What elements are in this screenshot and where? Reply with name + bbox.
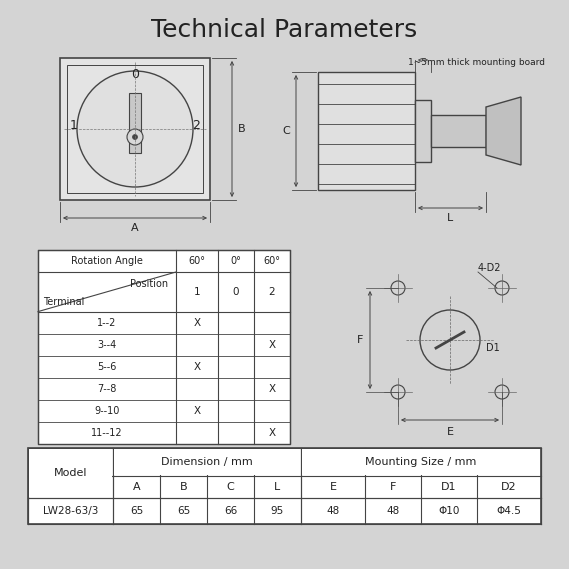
Text: 48: 48 [327, 506, 340, 516]
Text: 4-D2: 4-D2 [478, 263, 501, 273]
Text: X: X [269, 384, 275, 394]
Text: A: A [131, 223, 139, 233]
Text: E: E [329, 482, 336, 492]
Text: F: F [357, 335, 363, 345]
Text: X: X [269, 427, 275, 438]
Text: L: L [274, 482, 281, 492]
Polygon shape [486, 97, 521, 165]
Text: B: B [180, 482, 187, 492]
Text: 0: 0 [131, 68, 139, 80]
Text: F: F [390, 482, 396, 492]
Text: LW28-63/3: LW28-63/3 [43, 506, 98, 516]
Text: 60°: 60° [188, 256, 205, 266]
Bar [67, 65, 203, 193]
Bar [60, 58, 210, 200]
Text: X: X [193, 318, 200, 328]
Text: 0°: 0° [230, 256, 241, 266]
Text: 60°: 60° [263, 256, 281, 266]
Circle shape [77, 71, 193, 187]
Text: 5--6: 5--6 [97, 362, 117, 372]
Text: X: X [193, 406, 200, 415]
Bar [28, 448, 541, 524]
Text: X: X [193, 362, 200, 372]
Text: 1--2: 1--2 [97, 318, 117, 328]
Text: C: C [282, 126, 290, 136]
Text: D1: D1 [486, 343, 500, 353]
Text: 2: 2 [192, 118, 200, 131]
Text: 3--4: 3--4 [97, 340, 117, 349]
Bar [431, 115, 486, 147]
Text: Dimension / mm: Dimension / mm [161, 457, 253, 467]
Text: 65: 65 [130, 506, 143, 516]
Text: 1: 1 [193, 287, 200, 297]
Text: D1: D1 [441, 482, 457, 492]
Bar [38, 250, 290, 444]
Bar [415, 100, 431, 162]
Text: 65: 65 [177, 506, 190, 516]
Text: 1~5mm thick mounting board: 1~5mm thick mounting board [408, 57, 545, 67]
Text: 2: 2 [269, 287, 275, 297]
Text: A: A [133, 482, 141, 492]
Text: C: C [226, 482, 234, 492]
Circle shape [133, 134, 138, 139]
Text: X: X [269, 340, 275, 349]
Text: B: B [238, 124, 246, 134]
Text: 1: 1 [70, 118, 78, 131]
Text: Model: Model [53, 468, 87, 478]
Text: Φ4.5: Φ4.5 [497, 506, 521, 516]
Text: 95: 95 [271, 506, 284, 516]
Text: 11--12: 11--12 [91, 427, 123, 438]
Text: 66: 66 [224, 506, 237, 516]
Bar [318, 72, 415, 190]
Text: 0: 0 [233, 287, 239, 297]
Bar [114, 449, 300, 475]
Text: 7--8: 7--8 [97, 384, 117, 394]
Circle shape [127, 129, 143, 145]
Bar [129, 93, 141, 153]
Text: Rotation Angle: Rotation Angle [71, 256, 143, 266]
Bar [29, 449, 112, 497]
Text: 9--10: 9--10 [94, 406, 119, 415]
Bar [302, 449, 540, 475]
Text: E: E [447, 427, 453, 437]
Text: Position: Position [130, 279, 168, 289]
Text: D2: D2 [501, 482, 517, 492]
Text: Technical Parameters: Technical Parameters [151, 18, 417, 42]
Text: Φ10: Φ10 [438, 506, 460, 516]
Text: L: L [447, 213, 453, 223]
Text: Mounting Size / mm: Mounting Size / mm [365, 457, 477, 467]
Text: 48: 48 [386, 506, 399, 516]
Text: Terminal: Terminal [43, 296, 84, 307]
